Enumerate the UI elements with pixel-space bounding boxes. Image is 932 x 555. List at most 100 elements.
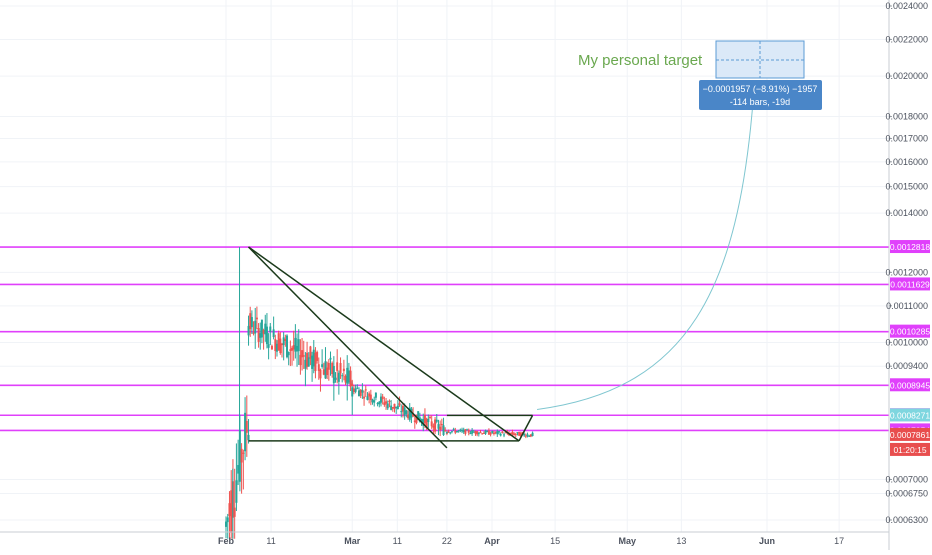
trendline — [248, 246, 448, 449]
candle-body — [393, 403, 396, 409]
candle-body — [235, 480, 238, 503]
candle-body — [319, 369, 322, 379]
candle-body — [481, 433, 484, 435]
candle-body — [503, 434, 506, 436]
level-badge-label: 0.0008945 — [890, 380, 930, 390]
candle-body — [518, 432, 521, 436]
candle-body — [467, 430, 470, 433]
candle-body — [452, 428, 455, 430]
horizontal-levels — [0, 246, 889, 432]
trendline — [518, 415, 534, 442]
candle-body — [484, 430, 487, 434]
price-tick-label: 0.0006750 — [885, 488, 928, 498]
candle-body — [327, 362, 330, 370]
candle-body — [346, 367, 349, 384]
candle-body — [477, 433, 480, 435]
candle-body — [366, 396, 369, 400]
time-tick-label: Apr — [484, 536, 500, 546]
candle-body — [280, 343, 283, 346]
candle-body — [378, 401, 381, 405]
candle-body — [349, 370, 352, 387]
time-tick-label: 15 — [550, 536, 560, 546]
price-tick-label: 0.0022000 — [885, 34, 928, 44]
level-badge — [890, 277, 930, 291]
candle-body — [410, 408, 413, 418]
candle-body — [286, 335, 289, 358]
candle-body — [252, 332, 255, 334]
candle-body — [294, 337, 297, 352]
candle-body — [322, 369, 325, 375]
candle-body — [457, 430, 460, 432]
candle-body — [396, 405, 399, 410]
candle-body — [386, 403, 389, 409]
candle-body — [368, 393, 371, 397]
candle-body — [296, 345, 299, 352]
level-badge — [890, 240, 930, 254]
price-tick-label: 0.0017000 — [885, 134, 928, 144]
candle-body — [472, 431, 475, 433]
candle-body — [434, 419, 437, 432]
candle-body — [462, 429, 465, 432]
candle-body — [474, 430, 477, 434]
candle-body — [376, 403, 379, 405]
candle-body — [270, 345, 273, 350]
candle-body — [461, 430, 464, 432]
candle-body — [479, 432, 482, 434]
candle-body — [260, 319, 263, 338]
candle-body — [262, 330, 265, 334]
candle-body — [299, 354, 302, 366]
candle-body — [385, 401, 388, 404]
candle-body — [381, 396, 384, 400]
candle-body — [489, 433, 492, 435]
candle-body — [469, 433, 472, 435]
candle-body — [383, 402, 386, 405]
candle-body — [226, 517, 229, 523]
candle-body — [455, 431, 458, 433]
candle-body — [379, 396, 382, 403]
candle-body — [408, 407, 411, 420]
candle-body — [351, 383, 354, 386]
measure-tooltip — [699, 80, 822, 110]
candle-body — [391, 407, 394, 409]
candle-body — [494, 431, 497, 433]
price-tick-label: 0.0010000 — [885, 337, 928, 347]
candle-body — [429, 416, 432, 418]
candle-body — [531, 432, 534, 436]
candle-body — [317, 364, 320, 371]
candle-body — [445, 432, 448, 434]
candle-body — [482, 432, 485, 434]
candle-body — [395, 406, 398, 409]
candle-body — [476, 431, 479, 435]
target-label: My personal target — [578, 52, 703, 69]
candle-body — [341, 375, 344, 377]
time-axis[interactable]: Feb 11 Mar 11 22 Apr 15 May 13 Jun 17 — [0, 531, 889, 546]
candle-body — [413, 420, 416, 423]
candle-body — [417, 411, 420, 421]
candle-body — [331, 362, 334, 375]
candle-body — [516, 432, 519, 434]
candle-body — [316, 351, 319, 361]
candle-body — [420, 419, 423, 423]
candle-body — [284, 338, 287, 341]
candle-body — [491, 430, 494, 434]
time-tick-label: 11 — [393, 536, 402, 546]
candle-body — [282, 337, 285, 346]
price-tick-label: 0.0007000 — [885, 475, 928, 485]
price-axis[interactable]: 0.0024000 0.0022000 0.0020000 0.0018000 0.00… — [885, 0, 930, 550]
candle-body — [264, 323, 267, 335]
candle-body — [257, 328, 260, 342]
candle-body — [369, 394, 372, 401]
candle-body — [499, 434, 502, 436]
price-tick-label: 0.0006300 — [885, 515, 928, 525]
projection-curve — [537, 95, 754, 410]
candle-body — [400, 411, 403, 413]
trendline — [248, 246, 520, 442]
candle-body — [254, 320, 257, 334]
price-badge — [890, 442, 930, 456]
candle-body — [437, 424, 440, 429]
candle-body — [359, 389, 362, 396]
candle-body — [501, 431, 504, 434]
candle-body — [344, 375, 347, 383]
